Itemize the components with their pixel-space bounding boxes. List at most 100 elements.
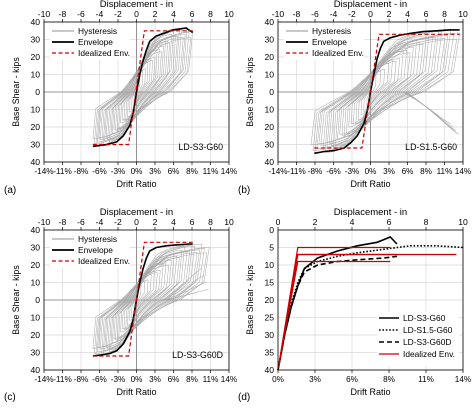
panel-label: (b) xyxy=(238,185,250,196)
y-axis-title: Base Shear - kips xyxy=(11,265,21,335)
legend-label: Envelope xyxy=(312,37,347,47)
y-tick-label: 5 xyxy=(269,243,274,253)
hysteresis-loop xyxy=(322,31,443,152)
y-tick-label: 20 xyxy=(30,122,40,132)
x-tick-label: 0% xyxy=(272,375,284,384)
series-line-ld-s1-5-g60 xyxy=(277,245,464,371)
x2-tick-label: -6 xyxy=(77,217,85,227)
x2-tick-label: 8 xyxy=(442,9,447,19)
x2-tick-label: 2 xyxy=(153,9,158,19)
x2-tick-label: 10 xyxy=(458,217,468,227)
hysteresis-loop xyxy=(316,28,452,149)
y-tick-label: 40 xyxy=(30,157,40,167)
x2-tick-label: -10 xyxy=(38,217,51,227)
x-tick-label: -11% xyxy=(53,375,72,384)
panel-label: (c) xyxy=(4,392,16,403)
y-tick-label: 10 xyxy=(30,278,40,288)
x2-axis-title: Displacement - in xyxy=(100,0,173,10)
x-tick-label: 3% xyxy=(309,375,321,384)
hysteresis-loops xyxy=(92,243,210,357)
series-line-idealized-env- xyxy=(92,241,193,357)
y-tick-label: 20 xyxy=(264,295,274,305)
x-tick-label: 8% xyxy=(186,375,198,384)
y-tick-label: 10 xyxy=(264,105,274,115)
x-tick-label: -14% xyxy=(34,375,53,384)
y-tick-label: 40 xyxy=(264,365,274,375)
x-axis-title: Drift Ratio xyxy=(350,179,390,189)
x2-tick-label: -2 xyxy=(114,9,122,19)
x-tick-label: 6% xyxy=(168,167,180,176)
y-tick-label: 20 xyxy=(30,52,40,62)
panel-label: (a) xyxy=(4,185,16,196)
x-tick-label: -11% xyxy=(287,167,306,176)
plot-frame xyxy=(277,229,464,371)
y-axis-title: Base Shear - kips xyxy=(245,57,255,127)
hysteresis-loop xyxy=(99,36,184,140)
x-tick-label: 3% xyxy=(149,375,161,384)
x2-tick-label: -10 xyxy=(38,9,51,19)
x-tick-label: 14% xyxy=(455,375,471,384)
x-tick-label: 8% xyxy=(420,167,432,176)
x-axis-title: Drift Ratio xyxy=(116,387,156,397)
x-axis-title: Drift Ratio xyxy=(350,387,390,397)
series-line-idealized-env- xyxy=(277,260,391,371)
specimen-label: LD-S3-G60 xyxy=(179,142,224,152)
y-tick-label: 30 xyxy=(264,330,274,340)
legend-label: Idealized Env. xyxy=(78,48,130,58)
hysteresis-loop xyxy=(96,27,188,143)
hysteresis-loop xyxy=(165,289,209,301)
x-tick-label: 11% xyxy=(203,167,219,176)
x-tick-label: -3% xyxy=(345,167,360,176)
x2-tick-label: -8 xyxy=(59,217,67,227)
hysteresis-loop xyxy=(404,91,457,131)
x-tick-label: 6% xyxy=(402,167,414,176)
chart-panel-4: 0% 3% 6% 8% 11% 14% 0 2 4 6 8 10 0 5 10 15 20 25 30 35 40 Dis… xyxy=(238,207,471,403)
legend-label: Idealized Env. xyxy=(403,349,455,359)
hysteresis-loop xyxy=(104,35,178,142)
x2-tick-label: 0 xyxy=(134,9,139,19)
y-tick-label: 30 xyxy=(264,35,274,45)
y-tick-label: 20 xyxy=(264,122,274,132)
hysteresis-loop xyxy=(162,268,203,301)
y-tick-label: 30 xyxy=(264,140,274,150)
x2-tick-label: 6 xyxy=(424,9,429,19)
x-tick-label: -6% xyxy=(326,167,341,176)
legend-label: LD-S1.5-G60 xyxy=(403,325,453,335)
y-tick-label: 10 xyxy=(30,105,40,115)
y-tick-label: 0 xyxy=(35,87,40,97)
x-tick-label: 0% xyxy=(131,375,143,384)
legend-label: Hysteresis xyxy=(312,26,351,36)
x-tick-label: 14% xyxy=(455,167,471,176)
x2-tick-label: 8 xyxy=(424,217,429,227)
y-tick-label: 40 xyxy=(30,225,40,235)
x2-tick-label: 0 xyxy=(134,217,139,227)
x-tick-label: -14% xyxy=(34,167,53,176)
x-axis-title: Drift Ratio xyxy=(116,179,156,189)
chart-panel-2: -14% -11% -8% -6% -3% 0% 3% 6% 8% 11% 14% -10 -8 -6 -4… xyxy=(238,0,471,196)
x-tick-label: 14% xyxy=(221,375,237,384)
x2-tick-label: 4 xyxy=(350,217,355,227)
x2-tick-label: 6 xyxy=(387,217,392,227)
x2-tick-label: -8 xyxy=(293,9,301,19)
x-tick-label: 0% xyxy=(131,167,143,176)
x-tick-label: 8% xyxy=(186,167,198,176)
x2-tick-label: 8 xyxy=(208,217,213,227)
x-tick-label: 11% xyxy=(203,375,219,384)
x2-tick-label: -2 xyxy=(114,217,122,227)
x2-tick-label: -6 xyxy=(311,9,319,19)
series-line-idealized-env- xyxy=(314,33,460,149)
hysteresis-loop xyxy=(92,247,210,349)
hysteresis-loop xyxy=(96,243,203,353)
x2-tick-label: 10 xyxy=(224,217,234,227)
x-tick-label: 0% xyxy=(365,167,377,176)
x2-tick-label: -4 xyxy=(96,9,104,19)
y-tick-label: 30 xyxy=(30,140,40,150)
x2-tick-label: 0 xyxy=(276,217,281,227)
x2-tick-label: -4 xyxy=(96,217,104,227)
x-tick-label: 11% xyxy=(418,375,434,384)
x-tick-label: 3% xyxy=(149,167,161,176)
series-line-envelope xyxy=(314,29,460,155)
